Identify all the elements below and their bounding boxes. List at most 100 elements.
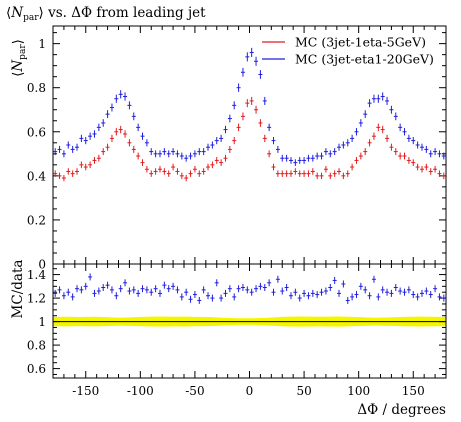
ratio-y-tick-label: 1.4 [27,268,46,282]
ratio-blue-series-point [179,293,184,301]
red-series-point [433,165,438,173]
ratio-y-tick-label: 1 [38,315,46,329]
red-series-point [441,172,446,180]
ratio-blue-series-point [315,291,320,299]
blue-series-point [57,145,62,153]
red-series-point [376,123,381,132]
ratio-blue-series-point [188,295,193,303]
red-series-point [271,163,276,171]
ratio-blue-series-point [249,288,254,296]
x-tick-label: 100 [347,384,370,398]
ratio-blue-series-point [192,291,197,299]
red-series-point [358,152,363,160]
red-series-point [367,139,372,147]
blue-series-point [280,154,285,162]
ratio-blue-series-point [411,291,416,299]
main-y-tick-label: 0.2 [27,213,46,227]
blue-series-point [88,132,93,140]
red-series-point [136,152,141,160]
ratio-blue-series-point [92,289,97,297]
ratio-blue-series-point [297,294,302,302]
red-series-point [214,157,219,164]
red-series-point [310,168,315,175]
ratio-blue-series-point [267,279,272,287]
blue-series-point [293,159,298,166]
ratio-blue-series-point [96,287,101,295]
red-series-point [57,172,62,180]
red-series-point [88,161,93,169]
red-series-point [240,112,245,121]
red-series-point [179,172,184,180]
ratio-blue-series-point [337,289,342,297]
x-tick-label: -50 [185,384,204,398]
ratio-y-tick-label: 1.2 [27,292,46,306]
ratio-blue-series-point [385,288,390,296]
ratio-plot-panel: 0.6 0.8 1 1.2 1.4 -150 -100 -50 0 50 100 150 [27,263,447,398]
red-series-point [118,125,123,134]
blue-series-point [171,148,176,156]
blue-series-point [245,52,250,62]
blue-series-point [389,105,394,114]
red-series-point [140,159,145,166]
blue-series-point [315,152,320,160]
blue-series-point [127,101,132,110]
blue-series-point [275,145,280,153]
ratio-blue-series-point [144,286,149,294]
red-series-point [385,134,390,143]
blue-series-point [83,136,88,145]
ratio-blue-series-point [319,288,324,296]
red-series-point [192,165,197,173]
ratio-blue-series-point [88,273,93,281]
red-series-point [398,152,403,160]
red-series-point [424,163,429,171]
red-series-point [61,174,66,182]
blue-series-point [140,132,145,140]
blue-series-point [419,143,424,151]
red-series-point [232,136,237,145]
blue-series-point [144,139,149,147]
red-series-point [75,168,80,175]
ratio-blue-series-point [293,288,298,296]
ratio-y-ticks: 0.6 0.8 1 1.2 1.4 [27,268,446,376]
ratio-blue-series-point [275,275,280,283]
ratio-blue-series-point [245,286,250,294]
blue-series-point [249,47,254,58]
ratio-blue-series-point [433,285,438,293]
red-series-point [363,148,368,156]
red-series-point [319,172,324,180]
red-series-point [249,96,254,105]
red-series-point [219,159,224,166]
blue-series-point [262,96,267,105]
blue-series-point [109,103,114,112]
ratio-blue-series-point [428,291,433,299]
x-axis-label: ΔΦ / degrees [357,402,446,418]
blue-series-point [157,150,162,158]
ratio-blue-series-point [127,287,132,295]
blue-series-point [323,148,328,156]
ratio-blue-series-point [328,284,333,292]
blue-series-point [223,125,228,134]
ratio-blue-series-point [240,284,245,292]
legend-label-blue: MC (3jet-eta1-20GeV) [295,52,434,67]
blue-series-point [153,150,158,158]
ratio-blue-series-point [206,292,211,300]
red-series-point [297,170,302,177]
ratio-blue-series-point [101,284,106,292]
ratio-blue-series-point [66,288,71,296]
red-series-point [53,170,58,177]
blue-series-point [184,154,189,162]
ratio-blue-series-point [201,286,206,294]
blue-series-point [367,99,372,108]
blue-series-point [175,150,180,158]
red-series-point [389,143,394,151]
x-tick-label: 50 [296,384,311,398]
blue-series-point [428,150,433,158]
ratio-plot-frame [52,263,447,379]
blue-series-point [75,143,80,151]
blue-series-point [219,134,224,143]
red-series-point [254,105,259,114]
ratio-blue-series-point [232,293,237,301]
ratio-blue-series-point [288,292,293,300]
red-series-point [114,128,119,136]
blue-series-point [297,157,302,164]
